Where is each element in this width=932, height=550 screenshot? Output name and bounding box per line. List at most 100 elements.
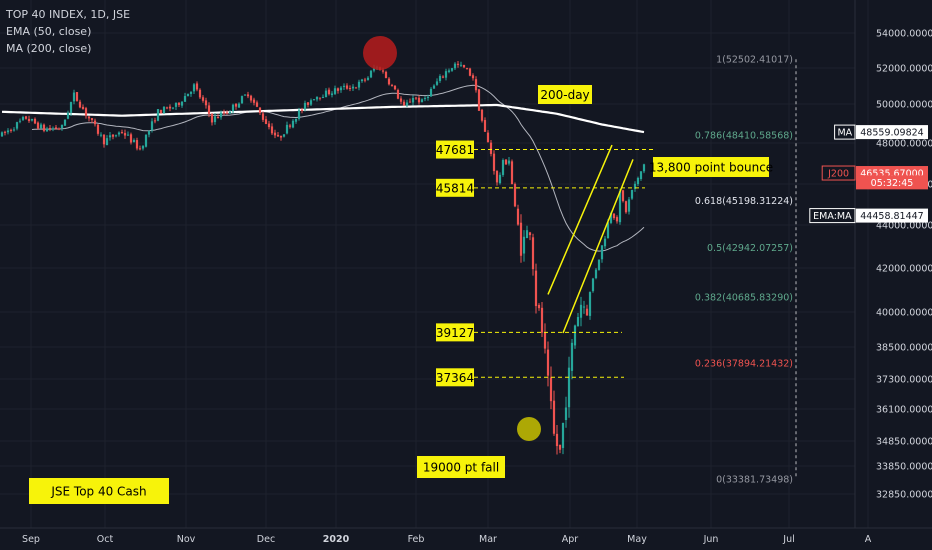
candle <box>507 157 511 166</box>
candle <box>297 107 301 121</box>
candle <box>369 69 373 79</box>
candle-body <box>99 134 103 136</box>
candle-body <box>267 123 271 128</box>
candle-body <box>0 132 4 137</box>
candle-body <box>348 88 352 90</box>
candle <box>9 128 13 133</box>
price-level-label: 45814 <box>436 178 474 197</box>
symbol-title[interactable]: TOP 40 INDEX, 1D, JSE <box>6 8 131 21</box>
candle <box>36 121 40 130</box>
price-tag-value: 44458.81447 <box>860 211 923 222</box>
x-tick-label: Sep <box>22 534 40 545</box>
candle-body <box>24 116 28 119</box>
candle <box>177 102 181 108</box>
candle-body <box>585 308 589 316</box>
y-tick-label: 33850.00000 <box>876 462 932 473</box>
candle <box>624 200 628 214</box>
price-tag-name: EMA:MA <box>813 211 852 222</box>
annotation-note: 19000 pt fall <box>417 456 505 478</box>
candle-body <box>390 85 394 87</box>
price-level-text: 47681 <box>436 143 474 157</box>
candle <box>66 110 70 120</box>
candle <box>486 130 490 143</box>
candle <box>627 196 631 215</box>
candle-body <box>615 217 619 222</box>
channel-upper-line <box>547 144 613 295</box>
annotation-text: 19000 pt fall <box>423 461 499 475</box>
candle <box>138 145 142 151</box>
candle <box>159 109 163 114</box>
candle-body <box>153 120 157 122</box>
price-tag: EMA:MA 44458.81447 <box>809 208 928 224</box>
candle-body <box>177 102 181 105</box>
candle <box>282 134 286 138</box>
low-marker-circle <box>517 417 541 441</box>
candle-body <box>486 132 490 143</box>
candle-body <box>27 118 31 121</box>
candle <box>108 131 112 141</box>
price-tag-name-box <box>834 124 856 140</box>
ma-indicator-label[interactable]: MA (200, close) <box>6 42 92 55</box>
candle <box>357 79 361 91</box>
candle <box>111 133 115 140</box>
candle-body <box>525 230 529 239</box>
candle-body <box>483 120 487 132</box>
candle-body <box>549 377 553 402</box>
candle <box>75 92 79 102</box>
candle-body <box>414 97 418 99</box>
candle <box>180 100 184 108</box>
candle-body <box>294 118 298 122</box>
price-tag-value: 48559.09824 <box>860 128 923 139</box>
candle-body <box>633 183 637 189</box>
candle-body <box>528 232 532 236</box>
candle-body <box>90 118 94 120</box>
candle-body <box>600 245 604 260</box>
candle <box>168 104 172 112</box>
price-level-label: 47681 <box>436 140 474 159</box>
candle <box>573 324 577 349</box>
candle-body <box>231 104 235 112</box>
candle <box>222 109 226 116</box>
candle-body <box>213 116 217 123</box>
candle-body <box>342 85 346 87</box>
candle <box>285 121 289 135</box>
candle <box>462 64 466 69</box>
y-tick-label: 37300.00000 <box>876 375 932 386</box>
candle <box>579 296 583 327</box>
candle-body <box>441 76 445 78</box>
candle-body <box>639 171 643 180</box>
candle-body <box>12 129 16 131</box>
candle <box>267 120 271 130</box>
candle <box>288 123 292 129</box>
candle-body <box>219 112 223 118</box>
candle-body <box>279 135 283 138</box>
candle <box>96 123 100 136</box>
candle <box>78 99 82 109</box>
x-tick-label: Nov <box>177 534 196 545</box>
price-tag-value: 46535.67000 <box>860 169 923 180</box>
price-tag-value-box <box>856 125 928 140</box>
candle-body <box>225 112 229 114</box>
candle-body <box>450 68 454 71</box>
candle <box>153 117 157 124</box>
candle <box>27 115 31 123</box>
candle <box>426 94 430 101</box>
candle-body <box>594 269 598 279</box>
candle-body <box>57 128 61 130</box>
candle <box>3 130 7 136</box>
candle <box>474 76 478 93</box>
time-axis[interactable]: Sep Oct Nov Dec 2020 Feb Mar Apr May Jun Jul A <box>0 527 932 545</box>
candle-body <box>534 270 538 307</box>
candle <box>549 366 553 410</box>
candle <box>69 101 73 116</box>
candle <box>243 94 247 96</box>
price-axis[interactable]: 54000.00000 52000.00000 50000.00000 48000.0… <box>809 0 932 528</box>
ema-indicator-label[interactable]: EMA (50, close) <box>6 25 92 38</box>
candle <box>261 111 265 123</box>
candle <box>615 215 619 224</box>
candle <box>216 114 220 119</box>
candle <box>141 144 145 151</box>
candle <box>201 95 205 103</box>
candle-body <box>270 126 274 134</box>
